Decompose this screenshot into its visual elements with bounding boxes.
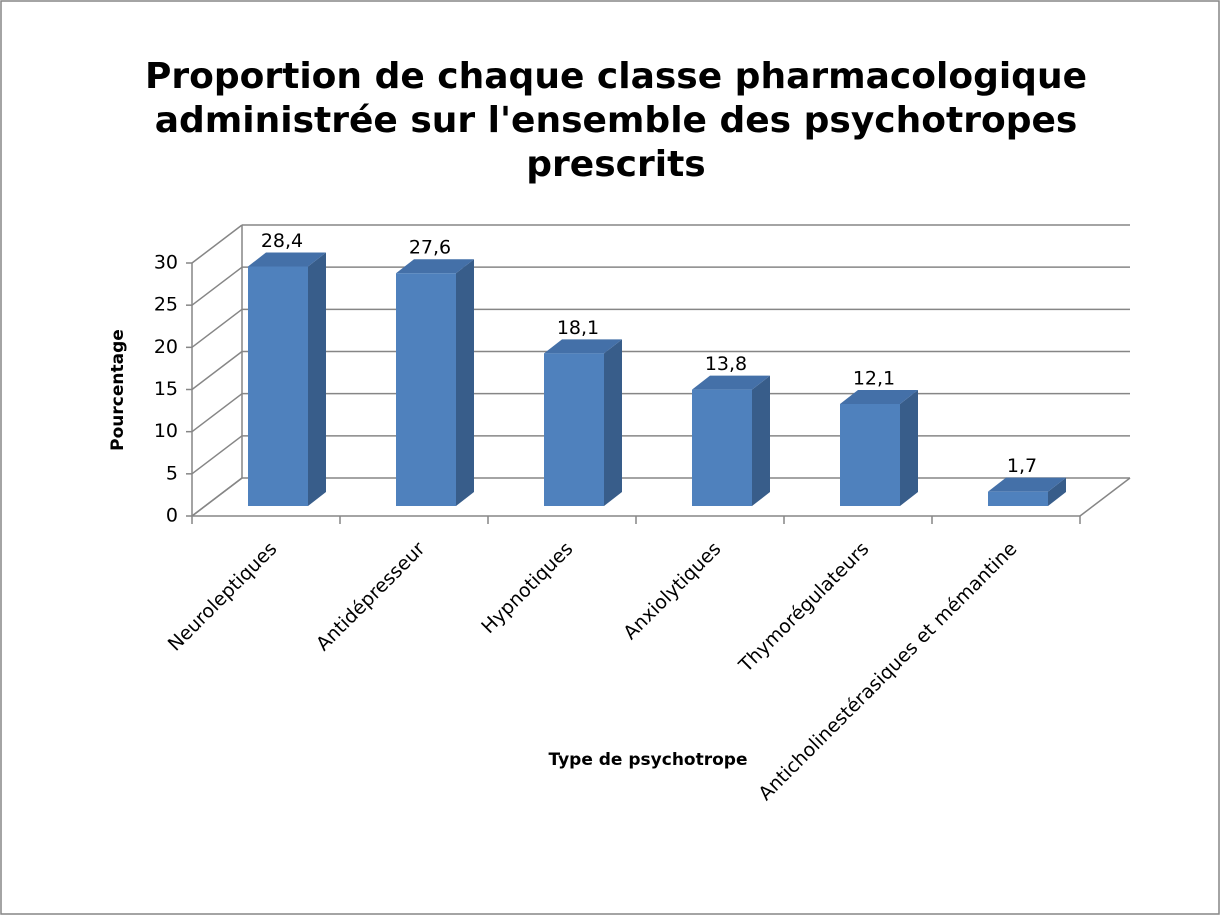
bar [396, 273, 456, 506]
y-axis-label: Pourcentage [108, 329, 128, 451]
grid-line [191, 308, 243, 348]
grid-line [191, 266, 243, 306]
y-tick-label: 20 [154, 336, 178, 358]
bar-side [752, 375, 770, 506]
data-label: 12,1 [853, 367, 895, 389]
data-label: 28,4 [261, 230, 303, 252]
bar [840, 403, 900, 506]
bar-side [1048, 477, 1066, 506]
grid-line [191, 477, 243, 517]
bar-top [544, 339, 622, 354]
chart-title: prescrits [526, 144, 705, 185]
x-axis-label: Type de psychotrope [548, 750, 747, 770]
bar-top [840, 389, 918, 404]
grid-line [191, 224, 243, 264]
bar [988, 491, 1048, 506]
bar [544, 353, 604, 506]
chart-title: Proportion de chaque classe pharmacologi… [145, 56, 1087, 97]
bar-top [248, 252, 326, 267]
y-tick-label: 30 [154, 252, 178, 274]
bar-side [456, 259, 474, 506]
y-tick-label: 25 [154, 294, 178, 316]
bar-top [396, 259, 474, 274]
grid-line [191, 350, 243, 391]
grid-line [191, 393, 243, 433]
grid-line [191, 435, 243, 475]
bar-side [308, 252, 326, 506]
bar [692, 389, 752, 506]
bar-top [692, 375, 770, 390]
bar-side [604, 339, 622, 506]
bar-top [988, 477, 1066, 492]
data-label: 1,7 [1007, 455, 1037, 477]
y-tick-label: 0 [166, 505, 178, 527]
data-label: 13,8 [705, 353, 747, 375]
data-label: 27,6 [409, 237, 451, 259]
bar-side [900, 389, 918, 506]
chart-title: administrée sur l'ensemble des psychotro… [155, 100, 1078, 141]
floor-edge [1079, 477, 1131, 517]
y-tick-label: 5 [166, 462, 178, 484]
y-tick-label: 10 [154, 420, 178, 442]
bar [248, 266, 308, 506]
data-label: 18,1 [557, 317, 599, 339]
y-tick-label: 15 [154, 378, 178, 400]
